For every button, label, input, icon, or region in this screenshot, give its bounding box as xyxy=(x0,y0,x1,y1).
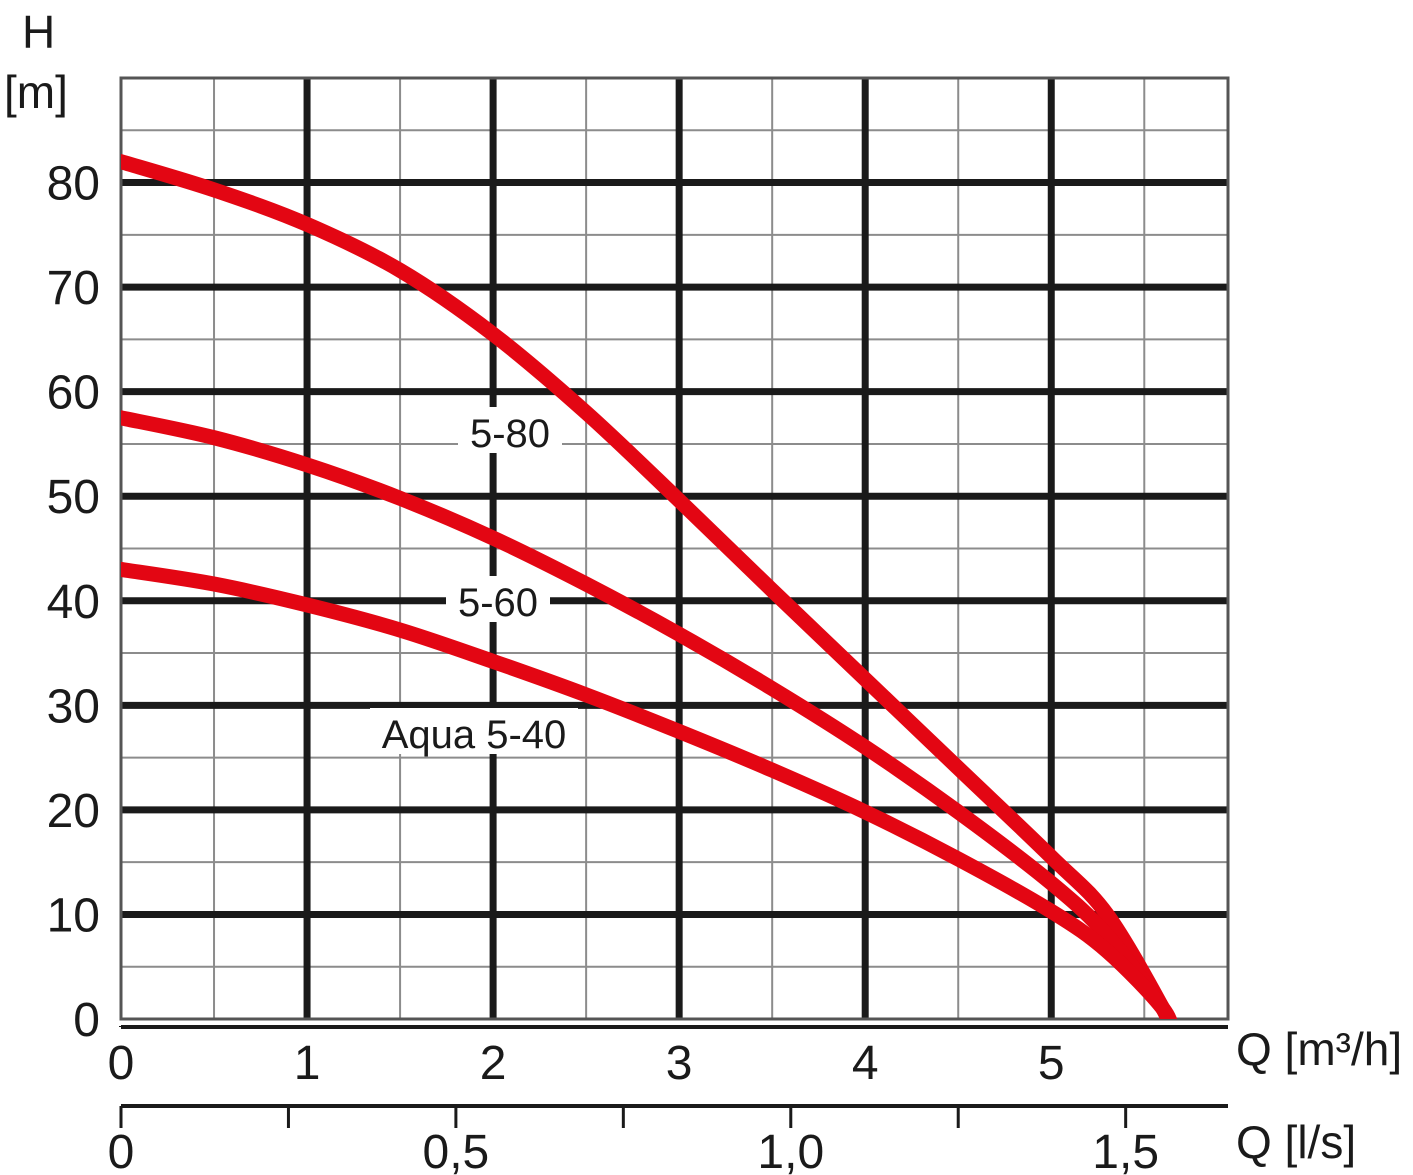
secondary-x-tick-label: 1,0 xyxy=(757,1126,824,1175)
primary-x-tick-label: 4 xyxy=(852,1037,879,1090)
curve-label-5-60: 5-60 xyxy=(458,581,538,625)
curve-label-backdrop xyxy=(370,708,578,754)
y-axis-unit: [m] xyxy=(4,66,68,118)
curve-label-5-80: 5-80 xyxy=(470,412,550,456)
y-tick-label: 20 xyxy=(47,785,100,838)
primary-x-axis: 0 1 2 3 4 5 xyxy=(108,1025,1228,1090)
curve-label-backdrop xyxy=(458,407,562,453)
y-tick-label-group: 0 10 20 30 40 50 60 70 80 xyxy=(47,158,100,1047)
curve-5-80 xyxy=(121,154,1177,1019)
plot-border xyxy=(119,76,1230,1021)
plot-frame xyxy=(119,76,1230,1021)
curve-label-backdrop xyxy=(446,576,550,622)
curve-label-aqua-5-40: Aqua 5-40 xyxy=(382,713,567,757)
curve-aqua-5-40 xyxy=(121,561,1178,1019)
y-tick-label: 0 xyxy=(73,994,100,1047)
secondary-x-axis: 0 0,5 1,0 1,5 xyxy=(108,1104,1228,1175)
curve-group xyxy=(121,154,1178,1019)
y-tick-label: 80 xyxy=(47,158,100,211)
y-tick-label: 10 xyxy=(47,889,100,942)
secondary-x-tick-label: 1,5 xyxy=(1092,1126,1159,1175)
y-axis-symbol: H xyxy=(22,6,55,58)
y-tick-label: 40 xyxy=(47,576,100,629)
x-axis-primary-title: Q [m³/h] xyxy=(1236,1023,1402,1075)
primary-x-tick-label: 0 xyxy=(108,1037,135,1090)
y-tick-label: 70 xyxy=(47,262,100,315)
primary-x-tick-label: 1 xyxy=(294,1037,321,1090)
curve-label-group: 5-80 5-60 Aqua 5-40 xyxy=(370,407,578,757)
y-tick-label: 50 xyxy=(47,471,100,524)
secondary-x-tick-label: 0 xyxy=(108,1126,135,1175)
secondary-x-tick-label: 0,5 xyxy=(423,1126,490,1175)
curve-5-60 xyxy=(121,410,1177,1019)
primary-x-tick-label: 5 xyxy=(1038,1037,1065,1090)
primary-x-tick-label: 2 xyxy=(480,1037,507,1090)
y-tick-label: 60 xyxy=(47,367,100,420)
x-axis-secondary-title: Q [l/s] xyxy=(1236,1116,1356,1168)
primary-x-tick-label: 3 xyxy=(666,1037,693,1090)
grid-major xyxy=(121,78,1228,1019)
y-tick-label: 30 xyxy=(47,680,100,733)
